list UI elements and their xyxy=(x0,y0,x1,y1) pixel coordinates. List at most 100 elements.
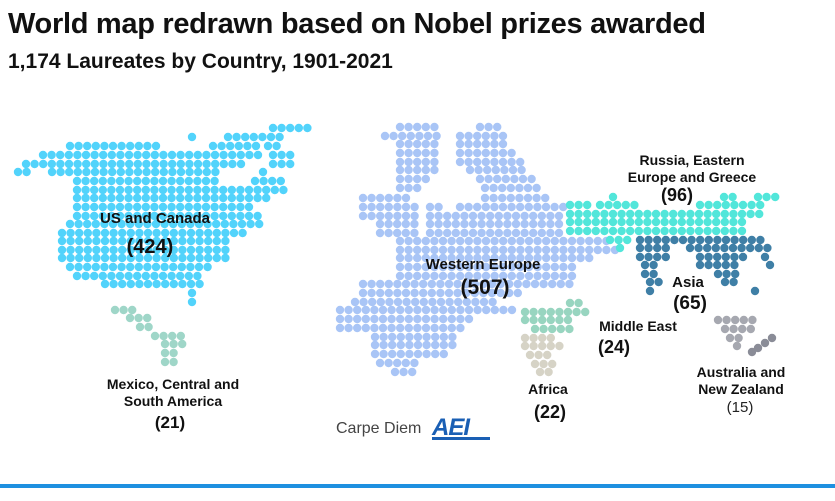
dot xyxy=(193,176,202,186)
dot xyxy=(227,202,236,212)
dot xyxy=(258,132,267,142)
dot xyxy=(393,297,403,307)
dot xyxy=(506,193,515,203)
dot xyxy=(617,226,626,236)
dot xyxy=(395,157,405,167)
dot xyxy=(359,297,368,307)
dot xyxy=(186,245,196,255)
dot xyxy=(473,305,482,315)
dot xyxy=(529,211,538,221)
dot xyxy=(413,340,423,350)
dot xyxy=(730,200,739,210)
dot xyxy=(738,200,748,210)
dot xyxy=(65,167,74,177)
dot xyxy=(703,243,712,253)
dot xyxy=(65,219,75,229)
dot xyxy=(498,148,508,158)
dot xyxy=(513,288,522,298)
dot xyxy=(237,219,247,229)
dot xyxy=(529,333,538,343)
dot xyxy=(118,236,127,246)
dot xyxy=(481,245,491,255)
dot xyxy=(370,305,379,315)
dot xyxy=(576,253,585,263)
dot xyxy=(202,150,211,160)
dot xyxy=(644,252,653,262)
dot xyxy=(384,202,393,212)
dot xyxy=(422,340,431,350)
dot xyxy=(713,260,722,270)
dot xyxy=(161,245,170,255)
dot xyxy=(421,323,431,333)
dot xyxy=(404,236,413,246)
count-us-canada: (424) xyxy=(126,236,174,258)
dot xyxy=(109,236,118,246)
dot xyxy=(64,150,74,160)
dot xyxy=(535,367,545,377)
dot xyxy=(524,245,534,255)
dot xyxy=(695,260,705,270)
dot xyxy=(413,349,423,359)
dot xyxy=(550,245,559,255)
dot xyxy=(227,185,236,195)
dot xyxy=(468,228,478,238)
dot xyxy=(143,253,153,263)
dot xyxy=(91,141,101,151)
dot xyxy=(395,148,405,158)
dot xyxy=(473,139,482,149)
label-mexico-south-america: Mexico, Central and South America xyxy=(107,376,239,410)
count-africa: (22) xyxy=(533,402,567,422)
dots-africa xyxy=(520,333,564,377)
dot xyxy=(193,211,202,221)
dot xyxy=(367,288,376,298)
dot xyxy=(167,176,176,186)
dot xyxy=(404,262,413,272)
dot xyxy=(158,271,168,281)
dot xyxy=(421,314,431,324)
dot xyxy=(643,209,652,219)
dot xyxy=(711,243,720,253)
dot xyxy=(116,167,126,177)
dot xyxy=(548,324,557,334)
dot xyxy=(150,185,159,195)
dot xyxy=(481,202,490,212)
dot xyxy=(444,288,454,298)
dot xyxy=(379,340,388,350)
dot xyxy=(227,211,236,221)
dot xyxy=(746,243,755,253)
dot xyxy=(651,217,661,227)
dot xyxy=(57,245,67,255)
dot xyxy=(83,141,92,151)
dot xyxy=(395,165,405,175)
dot xyxy=(227,193,236,203)
dot xyxy=(108,141,118,151)
dot xyxy=(434,219,443,229)
dot xyxy=(427,279,436,289)
dot xyxy=(520,219,529,229)
dot xyxy=(651,209,661,219)
dot xyxy=(479,288,488,298)
dot xyxy=(445,297,454,307)
dot xyxy=(413,305,422,315)
dot xyxy=(178,245,187,255)
dot xyxy=(482,305,491,315)
dot xyxy=(456,236,465,246)
dot xyxy=(438,236,448,246)
dot xyxy=(456,323,465,333)
dot xyxy=(623,235,632,245)
dot xyxy=(90,150,99,160)
dot xyxy=(203,219,212,229)
dot xyxy=(370,340,380,350)
dot xyxy=(119,305,128,315)
dot xyxy=(719,192,729,202)
dot xyxy=(125,167,134,177)
dot xyxy=(279,185,288,195)
dot xyxy=(520,307,530,317)
dot xyxy=(109,253,118,263)
dot xyxy=(258,167,268,177)
dot xyxy=(712,217,721,227)
dot xyxy=(126,236,135,246)
dot xyxy=(384,211,393,221)
dot xyxy=(556,279,565,289)
